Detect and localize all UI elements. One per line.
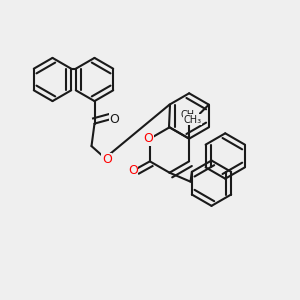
Text: O: O xyxy=(110,112,119,126)
Text: O: O xyxy=(128,164,138,176)
Text: O: O xyxy=(102,153,112,167)
Text: CH₃: CH₃ xyxy=(183,115,201,124)
Text: O: O xyxy=(143,132,153,145)
Text: CH₃: CH₃ xyxy=(180,110,198,120)
